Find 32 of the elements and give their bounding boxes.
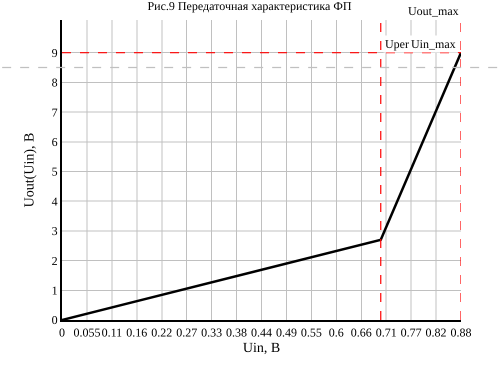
y-tick-label: 6 [52, 134, 58, 149]
x-tick-label: 0.55 [300, 325, 322, 340]
y-axis-title: Uout(Uin), B [22, 132, 38, 208]
y-tick-label: 4 [52, 194, 58, 208]
y-tick-label: 2 [52, 254, 58, 268]
y-tick-label: 7 [52, 105, 58, 120]
y-tick-label: 1 [52, 284, 58, 298]
x-tick-label: 0.055 [73, 325, 100, 340]
x-tick-label: 0.66 [350, 325, 372, 340]
x-tick-label: 0.11 [102, 325, 122, 340]
x-tick-label: 0.33 [201, 325, 222, 340]
y-tick-label: 3 [52, 224, 58, 238]
x-tick-label: 0.49 [276, 325, 297, 340]
ref-line-label: Uin_max [411, 37, 456, 51]
y-tick-label: 5 [52, 164, 58, 179]
x-tick-label: 0.71 [376, 325, 397, 340]
chart-title: Рис.9 Передаточная характеристика ФП [147, 0, 352, 14]
y-tick-label: 8 [52, 76, 58, 90]
x-tick-label: 0.88 [450, 325, 472, 340]
x-tick-label: 0.44 [251, 325, 272, 340]
y-tick-label: 0 [52, 313, 58, 328]
x-tick-label: 0.38 [226, 325, 248, 340]
ref-line-label: Uout_max [408, 4, 459, 18]
x-tick-label: 0.6 [328, 325, 344, 340]
x-tick-label: 0.27 [176, 325, 198, 340]
x-tick-label: 0.16 [126, 325, 148, 340]
y-tick-label: 9 [52, 46, 58, 60]
x-tick-label: 0.22 [151, 325, 172, 340]
x-axis-title: Uin, B [242, 341, 280, 356]
ref-line-label: Uper [385, 37, 409, 51]
x-tick-label: 0.77 [400, 325, 422, 340]
x-tick-label: 0.82 [426, 325, 447, 340]
